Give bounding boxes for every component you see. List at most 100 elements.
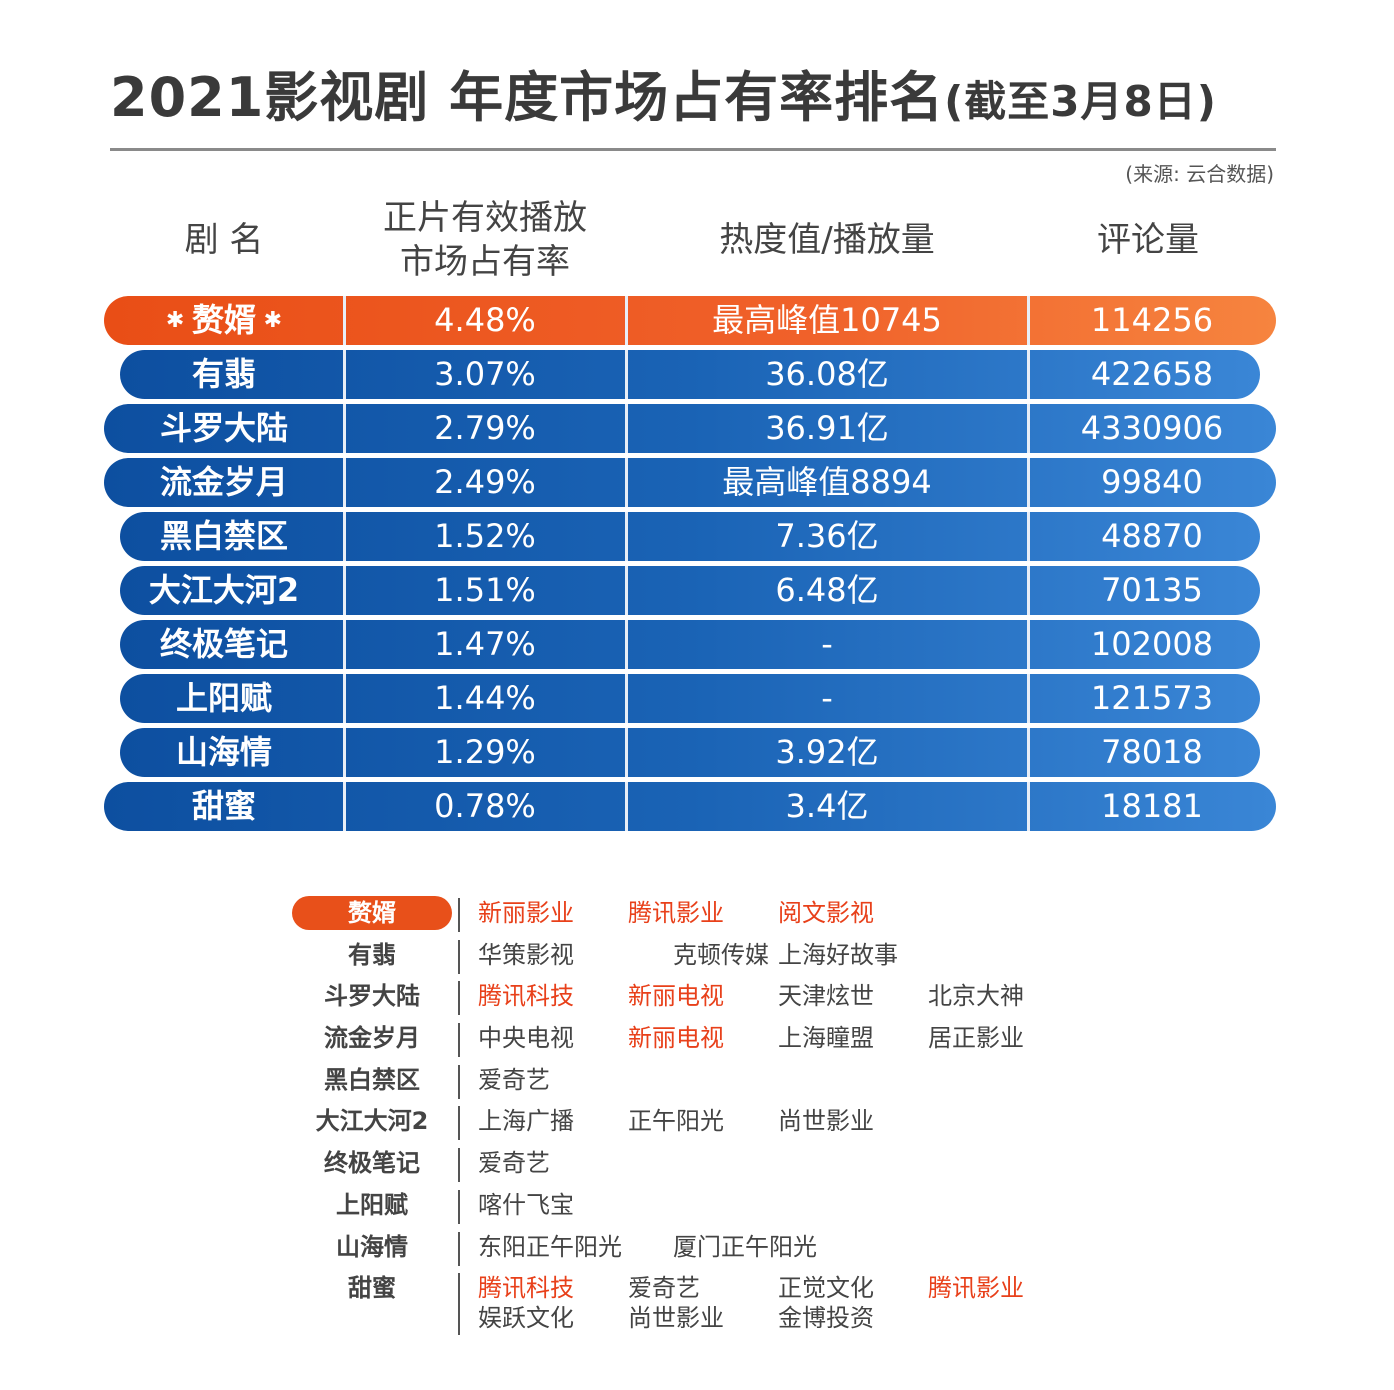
- company-row: 赘婿 新丽影业 腾讯影业 阅文影视: [292, 896, 1092, 938]
- company-name: 上海瞳盟: [778, 1024, 874, 1053]
- company-divider: [458, 1106, 460, 1141]
- company-row: 斗罗大陆 腾讯科技 新丽电视 天津炫世 北京大神: [292, 979, 1092, 1021]
- company-list: 赘婿 新丽影业 腾讯影业 阅文影视 有翡 华策影视 克顿传媒 上海好故事 斗罗大陆 腾讯科技 新丽电…: [292, 896, 1092, 1336]
- cell-share: 0.78%: [434, 787, 536, 825]
- table-row: ✱ 赘婿 ✱ 4.48% 最高峰值10745 114256: [104, 296, 1276, 345]
- cell-share: 2.79%: [434, 409, 536, 447]
- company-name: 腾讯影业: [928, 1274, 1024, 1303]
- header-share-line1: 正片有效播放: [383, 198, 587, 238]
- column-divider: [343, 296, 346, 345]
- company-name: 腾讯影业: [628, 899, 724, 927]
- company-name: 克顿传媒: [673, 940, 769, 969]
- title-divider: [110, 148, 1276, 151]
- column-divider: [343, 674, 346, 723]
- company-name: 娱跃文化: [478, 1304, 574, 1333]
- cell-name: 大江大河2: [148, 571, 300, 609]
- cell-share: 1.44%: [434, 679, 536, 717]
- cell-comments: 102008: [1090, 625, 1214, 663]
- company-name: 上海好故事: [778, 940, 898, 969]
- column-divider: [1027, 458, 1030, 507]
- company-name: 爱奇艺: [628, 1274, 700, 1303]
- cell-name: 流金岁月: [159, 463, 288, 501]
- cell-share: 1.47%: [434, 625, 536, 663]
- cell-heat: 最高峰值10745: [712, 301, 942, 339]
- column-divider: [625, 512, 628, 561]
- cell-comments: 78018: [1101, 733, 1203, 771]
- company-row-title: 大江大河2: [315, 1107, 429, 1136]
- table-row: 上阳赋 1.44% - 121573: [120, 674, 1260, 723]
- cell-share: 3.07%: [434, 355, 536, 393]
- company-name: 金博投资: [778, 1304, 874, 1333]
- column-divider: [625, 404, 628, 453]
- column-divider: [1027, 674, 1030, 723]
- company-row: 流金岁月 中央电视 新丽电视 上海瞳盟 居正影业: [292, 1021, 1092, 1063]
- cell-comments: 70135: [1101, 571, 1203, 609]
- column-divider: [1027, 782, 1030, 831]
- cell-heat: 最高峰值8894: [722, 463, 932, 501]
- column-divider: [343, 350, 346, 399]
- header-comments: 评论量: [1028, 190, 1268, 290]
- header-heat: 热度值/播放量: [626, 190, 1028, 290]
- company-name: 爱奇艺: [478, 1149, 550, 1178]
- column-divider: [1027, 728, 1030, 777]
- source-note: (来源: 云合数据): [1125, 162, 1274, 186]
- company-name: 天津炫世: [778, 982, 874, 1011]
- cell-comments: 422658: [1090, 355, 1214, 393]
- title-main: 2021影视剧 年度市场占有率排名: [110, 66, 945, 129]
- title-date-note: (截至3月8日): [944, 77, 1217, 126]
- ranking-table: ✱ 赘婿 ✱ 4.48% 最高峰值10745 114256 有翡 3.07% 36.08亿 4…: [104, 296, 1276, 836]
- company-divider: [458, 981, 460, 1016]
- table-row: 大江大河2 1.51% 6.48亿 70135: [120, 566, 1260, 615]
- cell-comments: 99840: [1101, 463, 1203, 501]
- company-row: 大江大河2 上海广播 正午阳光 尚世影业: [292, 1104, 1092, 1146]
- company-divider: [458, 1231, 460, 1266]
- column-divider: [343, 404, 346, 453]
- company-name: 爱奇艺: [478, 1065, 550, 1094]
- cell-comments: 114256: [1090, 301, 1214, 339]
- column-divider: [1027, 566, 1030, 615]
- column-divider: [343, 458, 346, 507]
- column-divider: [625, 296, 628, 345]
- column-divider: [625, 620, 628, 669]
- company-name: 腾讯科技: [478, 1274, 574, 1303]
- company-name: 尚世影业: [628, 1304, 724, 1333]
- company-divider: [458, 1064, 460, 1099]
- column-divider: [625, 782, 628, 831]
- column-divider: [625, 458, 628, 507]
- table-row: 山海情 1.29% 3.92亿 78018: [120, 728, 1260, 777]
- cell-comments: 48870: [1101, 517, 1203, 555]
- company-name: 厦门正午阳光: [673, 1232, 817, 1261]
- table-row: 甜蜜 0.78% 3.4亿 18181: [104, 782, 1276, 831]
- company-row-title: 黑白禁区: [324, 1065, 420, 1094]
- star-icon: ✱: [256, 308, 283, 333]
- cell-share: 2.49%: [434, 463, 536, 501]
- cell-share: 1.51%: [434, 571, 536, 609]
- column-divider: [343, 512, 346, 561]
- cell-heat: -: [821, 679, 833, 717]
- cell-heat: 7.36亿: [775, 517, 879, 555]
- company-name: 居正影业: [928, 1024, 1024, 1053]
- company-row-title: 上阳赋: [336, 1190, 408, 1219]
- company-row: 黑白禁区 爱奇艺: [292, 1063, 1092, 1105]
- company-divider: [458, 1148, 460, 1183]
- cell-name: 有翡: [191, 355, 256, 393]
- cell-comments: 4330906: [1080, 409, 1224, 447]
- company-name: 正觉文化: [778, 1274, 874, 1303]
- company-divider: [458, 898, 460, 932]
- company-row: 山海情 东阳正午阳光 厦门正午阳光: [292, 1230, 1092, 1272]
- column-divider: [343, 566, 346, 615]
- column-divider: [343, 782, 346, 831]
- company-name: 新丽影业: [478, 899, 574, 927]
- column-divider: [625, 566, 628, 615]
- company-row-title: 赘婿: [292, 896, 452, 930]
- cell-heat: 36.08亿: [765, 355, 889, 393]
- table-row: 终极笔记 1.47% - 102008: [120, 620, 1260, 669]
- company-row: 上阳赋 喀什飞宝: [292, 1188, 1092, 1230]
- cell-comments: 121573: [1090, 679, 1214, 717]
- cell-heat: 36.91亿: [765, 409, 889, 447]
- cell-name: 上阳赋: [175, 679, 272, 717]
- page-title: 2021影视剧 年度市场占有率排名(截至3月8日): [110, 62, 1310, 138]
- cell-name: 黑白禁区: [159, 517, 288, 555]
- table-row: 斗罗大陆 2.79% 36.91亿 4330906: [104, 404, 1276, 453]
- cell-name: 山海情: [175, 733, 272, 771]
